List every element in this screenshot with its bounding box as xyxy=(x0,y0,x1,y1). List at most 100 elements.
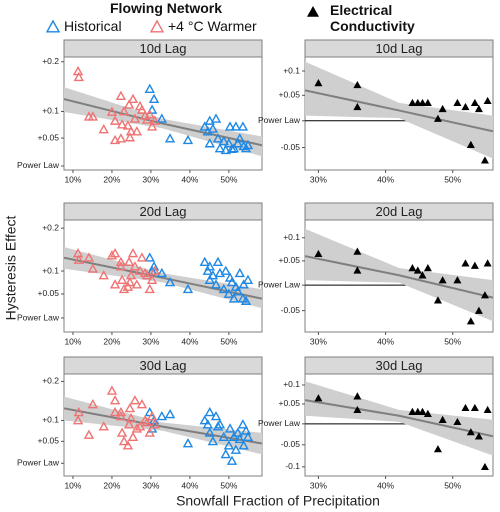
data-point xyxy=(164,276,176,287)
data-point xyxy=(232,286,244,296)
data-point xyxy=(118,106,130,116)
data-point xyxy=(418,98,427,107)
x-axis-title: Snowfall Fraction of Precipitation xyxy=(176,493,380,509)
panel: 30d Lag +0.1 +0.05 Power Law -0.05 -0.1 30% 40%… xyxy=(258,356,494,490)
y-tick-label: Power Law xyxy=(258,418,301,428)
data-point xyxy=(480,291,489,299)
data-point xyxy=(353,405,362,414)
y-tick-label: -0.05 xyxy=(281,439,301,449)
x-tick-label: 30% xyxy=(142,480,159,490)
data-point xyxy=(127,431,139,441)
data-point xyxy=(438,104,447,113)
data-point xyxy=(115,90,127,101)
plot-area xyxy=(305,381,493,471)
y-tick-label: +0.1 xyxy=(42,415,59,425)
data-point xyxy=(220,265,231,275)
data-point xyxy=(480,156,489,164)
data-point xyxy=(212,256,224,267)
data-point xyxy=(453,417,462,426)
y-tick-label: Power Law xyxy=(258,279,301,289)
y-tick-label: -0.05 xyxy=(281,142,301,152)
data-point xyxy=(109,247,121,258)
data-point xyxy=(314,394,323,402)
x-tick-label: 10% xyxy=(64,336,81,346)
data-point xyxy=(238,279,249,289)
data-point xyxy=(204,274,215,284)
data-point xyxy=(202,265,214,275)
x-tick-label: 40% xyxy=(181,480,198,490)
panel: 10d Lag +0.1 +0.05 Power Law -0.05 30% 40% 50% xyxy=(258,39,494,184)
data-point xyxy=(314,249,323,258)
data-point xyxy=(353,247,362,255)
data-point xyxy=(122,440,134,450)
data-point xyxy=(483,259,492,267)
data-point xyxy=(115,133,127,143)
data-point xyxy=(118,283,130,294)
legend-label: Electrical Conductivity xyxy=(330,2,415,34)
y-tick-label: +0.05 xyxy=(278,255,300,265)
y-tick-label: -0.1 xyxy=(285,461,300,471)
data-point xyxy=(83,429,95,439)
data-point xyxy=(156,410,168,421)
x-tick-label: 40% xyxy=(377,174,394,184)
panel: 20d Lag +0.1 +0.05 Power Law -0.05 30% 40% 50% xyxy=(258,202,494,346)
fit-line xyxy=(305,255,493,299)
x-tick-label: 40% xyxy=(377,480,394,490)
data-point xyxy=(123,419,135,429)
data-point xyxy=(228,293,240,303)
x-tick-label: 30% xyxy=(310,174,327,184)
data-point xyxy=(418,407,427,415)
data-point xyxy=(433,114,442,122)
data-point xyxy=(218,135,229,146)
data-point xyxy=(125,412,137,423)
data-point xyxy=(129,395,141,405)
y-tick-label: +0.1 xyxy=(42,106,59,116)
data-point xyxy=(212,421,224,431)
data-point xyxy=(124,276,136,287)
data-point xyxy=(480,462,489,471)
data-point xyxy=(353,266,362,274)
x-tick-label: 30% xyxy=(310,336,327,346)
data-point xyxy=(182,283,194,294)
data-point xyxy=(220,144,231,155)
y-tick-label: +0.1 xyxy=(283,232,300,242)
data-point xyxy=(106,385,118,395)
data-point xyxy=(182,134,194,145)
panel-title: 30d Lag xyxy=(140,358,187,373)
data-point xyxy=(214,419,226,429)
strip xyxy=(304,39,494,58)
y-tick-label: -0.05 xyxy=(281,305,301,315)
data-point xyxy=(408,264,417,272)
x-tick-label: 50% xyxy=(444,174,461,184)
y-tick-label: +0.2 xyxy=(42,56,59,66)
y-tick-label: Power Law xyxy=(17,458,60,468)
data-point xyxy=(118,435,130,446)
data-point xyxy=(109,134,121,145)
data-point xyxy=(353,80,362,89)
data-point xyxy=(131,423,143,433)
data-point xyxy=(87,263,99,273)
panel: 20d Lag +0.2 +0.1 +0.05 Power Law 10% 20% 30% 40… xyxy=(17,202,263,346)
data-point xyxy=(220,448,231,459)
data-point xyxy=(144,83,155,93)
data-point xyxy=(212,133,224,143)
data-point xyxy=(234,433,245,444)
data-point xyxy=(238,440,249,450)
data-point xyxy=(224,121,236,131)
strip xyxy=(304,356,494,375)
data-point xyxy=(87,399,99,409)
data-point xyxy=(433,445,442,453)
data-point xyxy=(232,427,244,437)
panel-title: 10d Lag xyxy=(140,41,187,56)
data-point xyxy=(242,431,254,441)
data-point xyxy=(127,93,139,104)
data-point xyxy=(240,425,252,435)
data-point xyxy=(164,408,176,419)
x-tick-label: 50% xyxy=(444,480,461,490)
plot-area xyxy=(64,385,262,465)
fit-line xyxy=(64,407,262,445)
data-point xyxy=(146,410,158,421)
x-tick-label: 30% xyxy=(142,174,159,184)
data-point xyxy=(466,317,475,325)
data-point xyxy=(230,121,242,131)
